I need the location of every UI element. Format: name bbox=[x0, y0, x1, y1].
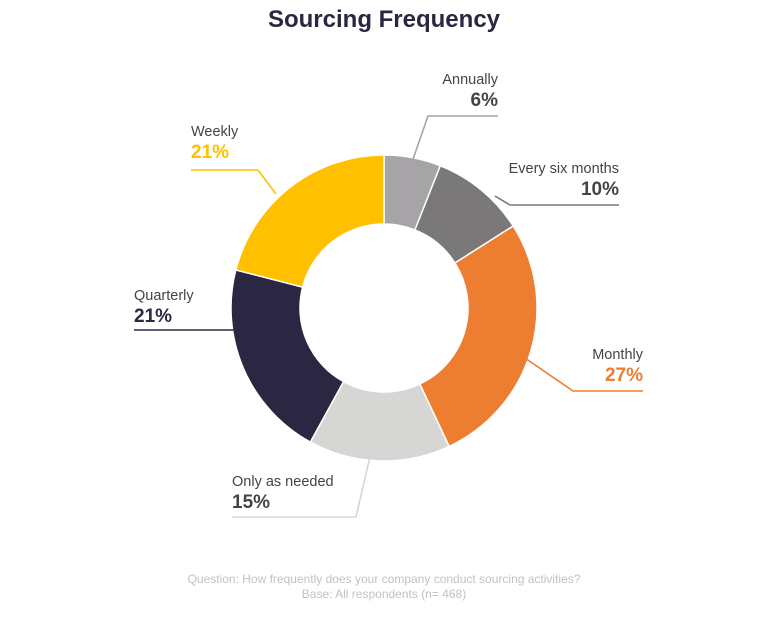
slice-value-weekly: 21% bbox=[191, 142, 229, 163]
chart-title: Sourcing Frequency bbox=[267, 6, 501, 33]
slice-label-only-as-needed: Only as needed bbox=[232, 474, 334, 490]
slice-label-monthly: Monthly bbox=[592, 347, 644, 363]
slice-monthly bbox=[418, 224, 538, 448]
slice-value-annually: 6% bbox=[471, 90, 499, 111]
slice-value-quarterly: 21% bbox=[134, 306, 172, 327]
slice-label-weekly: Weekly bbox=[191, 124, 239, 140]
slice-label-annually: Annually bbox=[442, 72, 498, 88]
slice-label-every-six-months: Every six months bbox=[509, 161, 619, 177]
footnote-question: Question: How frequently does your compa… bbox=[187, 572, 581, 586]
slice-labels: Annually 6% Every six months 10% Monthly 27% O… bbox=[134, 72, 644, 513]
slice-quarterly bbox=[230, 269, 345, 444]
footnote-base: Base: All respondents (n= 468) bbox=[301, 587, 467, 601]
leader-line-every-six-months bbox=[494, 195, 619, 206]
slice-weekly bbox=[234, 154, 385, 289]
footnote: Question: How frequently does your compa… bbox=[0, 572, 768, 602]
leader-line-annually bbox=[411, 115, 498, 163]
slice-value-only-as-needed: 15% bbox=[232, 492, 270, 513]
slice-value-every-six-months: 10% bbox=[581, 179, 619, 200]
leader-line-monthly bbox=[521, 355, 643, 392]
leader-lines bbox=[134, 115, 643, 518]
leader-line-weekly bbox=[191, 169, 277, 195]
leader-line-only-as-needed bbox=[232, 447, 373, 518]
slice-value-monthly: 27% bbox=[605, 365, 643, 386]
donut-slices bbox=[230, 154, 538, 462]
slice-label-quarterly: Quarterly bbox=[134, 288, 194, 304]
